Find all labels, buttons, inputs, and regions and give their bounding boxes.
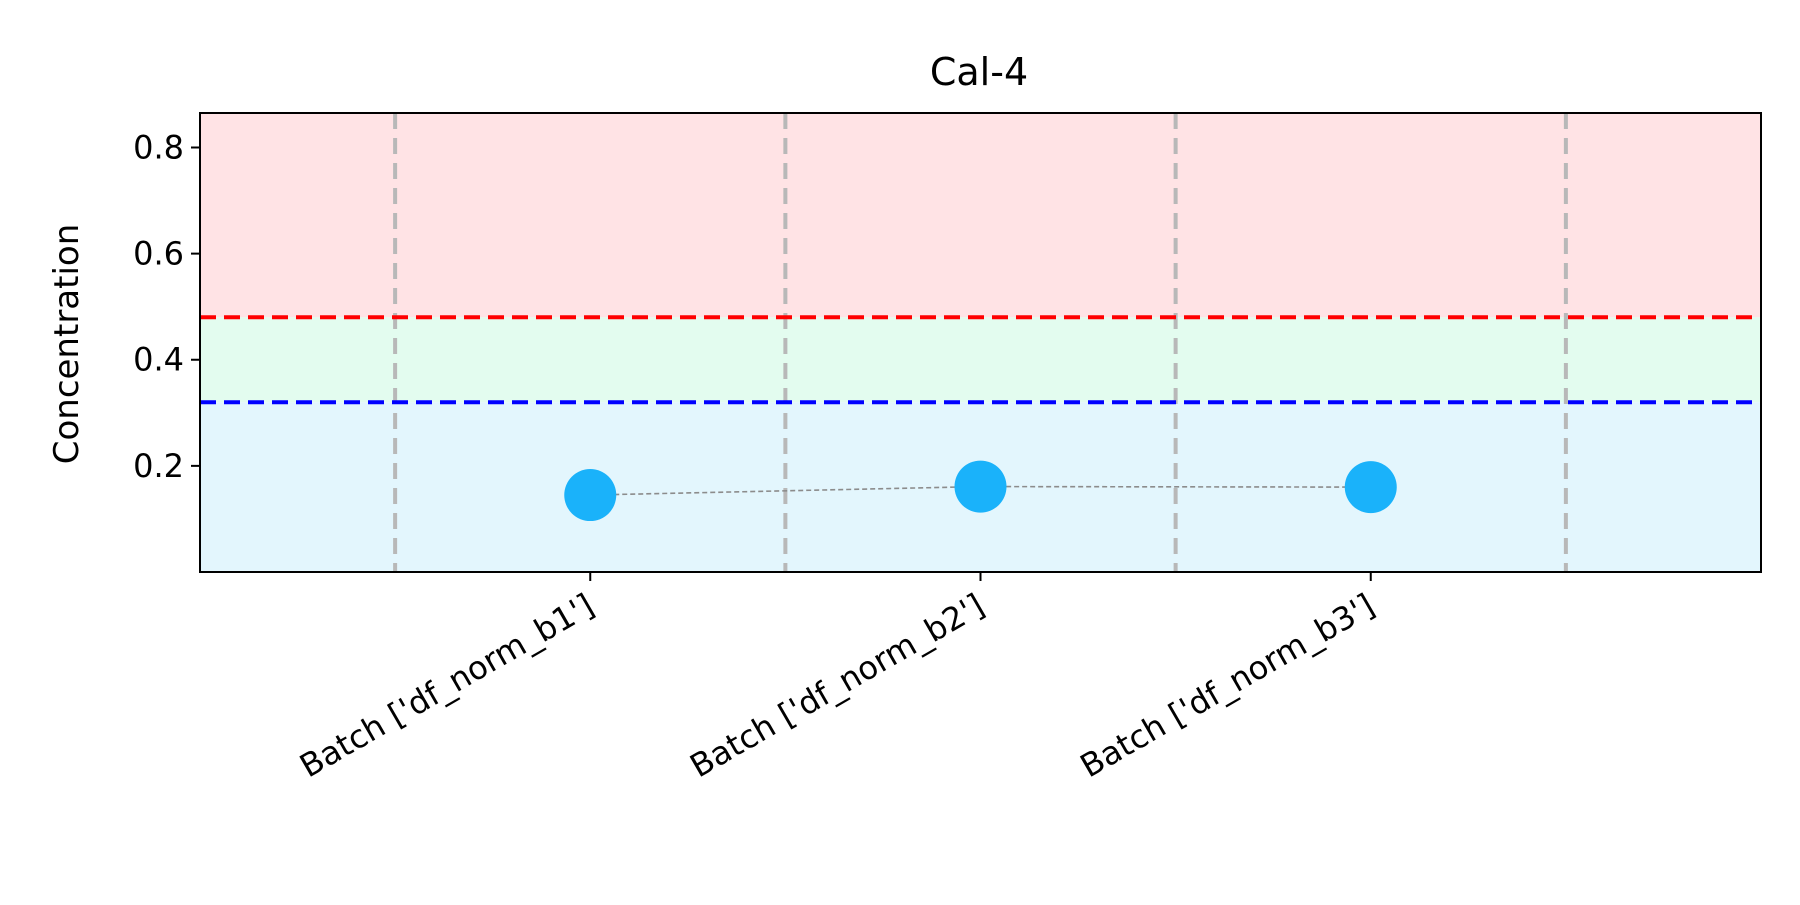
chart-title: Cal-4 bbox=[930, 50, 1028, 94]
data-point-1 bbox=[564, 469, 617, 522]
y-tick-label-3: 0.8 bbox=[133, 128, 184, 166]
band-1 bbox=[200, 317, 1761, 403]
x-tick-label-2: Batch ['df_norm_b3'] bbox=[1074, 586, 1381, 785]
y-tick-label-0: 0.2 bbox=[133, 447, 184, 485]
x-tick-label-1: Batch ['df_norm_b2'] bbox=[683, 586, 990, 785]
band-0 bbox=[200, 113, 1761, 318]
data-point-3 bbox=[1344, 461, 1397, 514]
x-tick-label-0: Batch ['df_norm_b1'] bbox=[293, 586, 600, 785]
y-tick-label-2: 0.6 bbox=[133, 235, 184, 273]
series-connector-line bbox=[590, 485, 1371, 496]
y-axis-label: Concentration bbox=[47, 224, 87, 465]
y-tick-label-1: 0.4 bbox=[133, 341, 184, 379]
plot-area: 0.2 0.4 0.6 0.8 Batch ['df_norm_b1'] Batch ['… bbox=[133, 112, 1762, 785]
data-point-2 bbox=[954, 460, 1007, 513]
